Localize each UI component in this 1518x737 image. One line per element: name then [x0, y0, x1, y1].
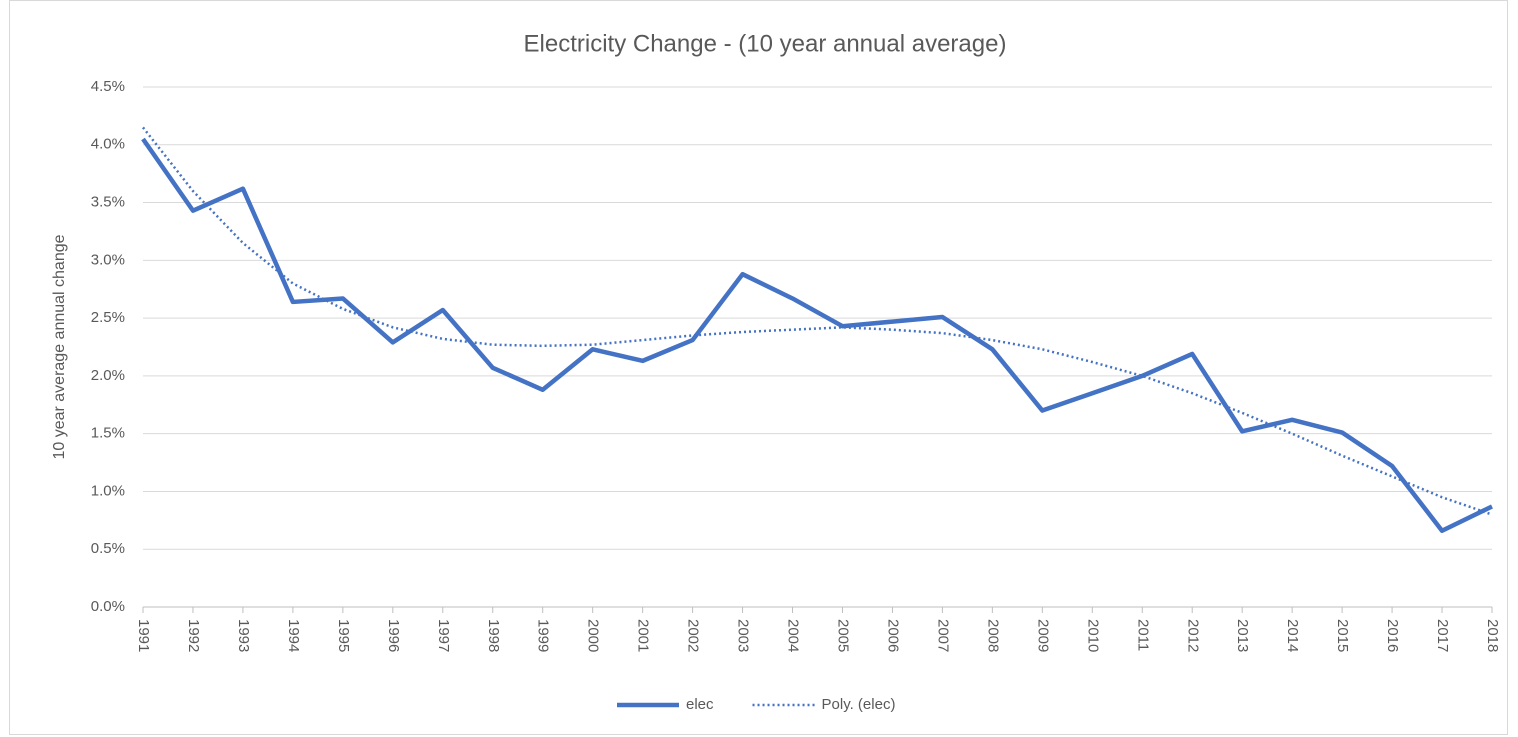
line-series: [141, 137, 1493, 533]
x-tick-label: 2009: [1034, 619, 1051, 652]
x-tick-label: 2015: [1334, 619, 1351, 652]
y-tick-label: 2.5%: [91, 309, 125, 326]
chart-title: Electricity Change - (10 year annual ave…: [524, 30, 1007, 57]
x-tick-label: 1996: [385, 619, 402, 652]
x-tick-label: 2018: [1484, 619, 1501, 652]
x-tick-label: 2010: [1084, 619, 1101, 652]
x-tick-label: 2012: [1184, 619, 1201, 652]
legend-label: Poly. (elec): [822, 696, 896, 713]
x-tick-label: 2016: [1384, 619, 1401, 652]
y-tick-label: 0.5%: [91, 540, 125, 557]
x-tick-label: 2003: [735, 619, 752, 652]
x-tick-label: 2014: [1284, 619, 1301, 652]
y-tick-label: 3.5%: [91, 194, 125, 211]
x-tick-label: 1995: [335, 619, 352, 652]
x-tick-label: 1999: [535, 619, 552, 652]
x-tick-label: 2000: [585, 619, 602, 652]
x-tick-label: 2007: [934, 619, 951, 652]
y-tick-label: 1.5%: [91, 425, 125, 442]
x-tick-label: 2005: [835, 619, 852, 652]
chart-border: [9, 0, 1508, 735]
x-tick-label: 1991: [135, 619, 152, 652]
x-tick-label: 2006: [884, 619, 901, 652]
y-tick-label: 4.0%: [91, 136, 125, 153]
y-tick-label: 1.0%: [91, 482, 125, 499]
legend-label: elec: [686, 696, 714, 713]
x-tick-label: 2004: [785, 619, 802, 652]
y-tick-label: 3.0%: [91, 251, 125, 268]
x-tick-label: 1998: [485, 619, 502, 652]
x-tick-label: 1994: [285, 619, 302, 652]
x-tick-label: 2001: [635, 619, 652, 652]
x-tick-label: 1992: [185, 619, 202, 652]
x-tick-label: 2002: [685, 619, 702, 652]
y-tick-label: 0.0%: [91, 598, 125, 615]
line-series: [142, 126, 1493, 516]
y-tick-label: 2.0%: [91, 367, 125, 384]
y-axis-label: 10 year average annual change: [51, 234, 68, 459]
x-tick-label: 1997: [435, 619, 452, 652]
x-tick-label: 2008: [984, 619, 1001, 652]
x-tick-label: 2011: [1134, 619, 1151, 651]
x-tick-label: 1993: [235, 619, 252, 652]
x-tick-label: 2017: [1434, 619, 1451, 652]
y-tick-label: 4.5%: [91, 78, 125, 95]
x-tick-label: 2013: [1234, 619, 1251, 652]
